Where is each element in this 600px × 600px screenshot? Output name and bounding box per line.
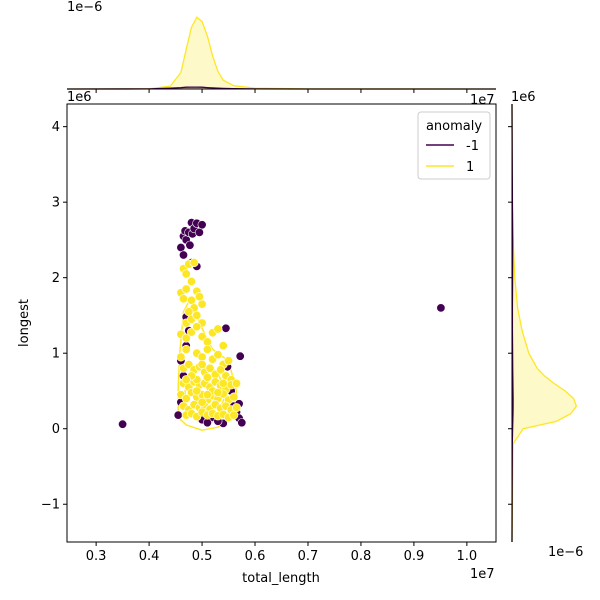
scatter-point [229,410,239,420]
right-marginal-bottom-offset-text: 1e−6 [548,545,583,560]
scatter-point [189,258,199,268]
scatter-point [194,292,204,302]
x-axis-label: total_length [242,571,320,586]
scatter-point [181,269,191,279]
y-tick-label: 4 [52,120,60,135]
scatter-point [197,220,207,230]
scatter-point [192,322,202,332]
legend-label-minus1: -1 [466,139,479,154]
x-axis-ticks: 0.3 0.4 0.5 0.6 0.7 0.8 0.9 1.0 [86,542,477,564]
scatter-point [202,372,212,382]
legend-title: anomaly [426,119,482,134]
scatter-point [237,418,247,428]
x-tick-label: 1.0 [457,549,478,564]
right-kde-1-fill [512,104,577,542]
x-tick-label: 0.9 [404,549,425,564]
scatter-point [235,351,245,361]
scatter-point [202,390,212,400]
y-tick-label: 2 [52,271,60,286]
legend: anomaly -1 1 [417,111,491,180]
right-marginal: 1e6 1e−6 [508,90,583,560]
top-kde-1-line [66,16,497,90]
right-kde-1-line [511,103,578,543]
x-tick-label: 0.6 [245,549,266,564]
scatter-point [232,403,242,413]
scatter-point [118,419,128,429]
x-tick-label: 0.7 [298,549,319,564]
y-offset-text: 1e6 [67,90,92,105]
scatter-point [213,324,223,334]
scatter-point [179,294,189,304]
main-top-offset-text: 1e7 [470,93,495,108]
top-marginal-kde [66,16,497,90]
scatter-point [181,344,191,354]
right-marginal-offset-text: 1e6 [511,90,536,105]
right-kde-minus1-line [511,103,514,543]
main-axes: 0.3 0.4 0.5 0.6 0.7 0.8 0.9 1.0 −1 0 1 2 3 4 1e7 1e6… [17,90,497,586]
scatter-point [181,284,191,294]
scatter-point [216,365,226,375]
x-tick-label: 0.4 [139,549,160,564]
legend-label-1: 1 [466,160,474,175]
plot-frame [66,103,497,543]
scatter-point [184,307,194,317]
scatter-point [192,386,202,396]
right-marginal-ticks [508,126,512,505]
scatter-point [221,323,231,333]
scatter-point [187,276,197,286]
scatter-point [197,332,207,342]
y-axis-label: longest [17,299,32,347]
scatter-point [197,299,207,309]
scatter-point [213,350,223,360]
scatter-points [118,218,446,429]
top-marginal: 1e−6 [66,0,497,93]
scatter-point [185,240,195,250]
scatter-point [205,363,215,373]
scatter-point [436,303,446,313]
scatter-point [218,341,228,351]
top-marginal-ticks [95,89,468,93]
scatter-point [187,327,197,337]
scatter-point [202,344,212,354]
scatter-point [197,397,207,407]
scatter-point [194,227,204,237]
scatter-point [229,392,239,402]
scatter-point [224,356,234,366]
y-axis-ticks: −1 0 1 2 3 4 [41,120,67,513]
scatter-point [187,295,197,305]
scatter-point [176,352,186,362]
scatter-point [179,250,189,260]
scatter-point [213,387,223,397]
scatter-point [197,352,207,362]
right-marginal-kde [511,103,578,543]
x-tick-label: 0.3 [86,549,107,564]
x-tick-label: 0.5 [192,549,213,564]
scatter-point [202,337,212,347]
scatter-point [181,333,191,343]
x-offset-text: 1e7 [470,567,495,582]
scatter-point [173,410,183,420]
y-tick-label: −1 [41,498,60,513]
scatter-point [192,310,202,320]
top-kde-1-fill [67,17,496,89]
scatter-point [218,378,228,388]
scatter-point [202,418,212,428]
x-tick-label: 0.8 [351,549,372,564]
scatter-point [184,359,194,369]
y-tick-label: 3 [52,196,60,211]
scatter-point [181,375,191,385]
scatter-point [232,378,242,388]
scatter-point [176,243,186,253]
y-tick-label: 0 [52,422,60,437]
top-marginal-offset-text: 1e−6 [67,0,102,15]
y-tick-label: 1 [52,347,60,362]
scatter-point [197,359,207,369]
